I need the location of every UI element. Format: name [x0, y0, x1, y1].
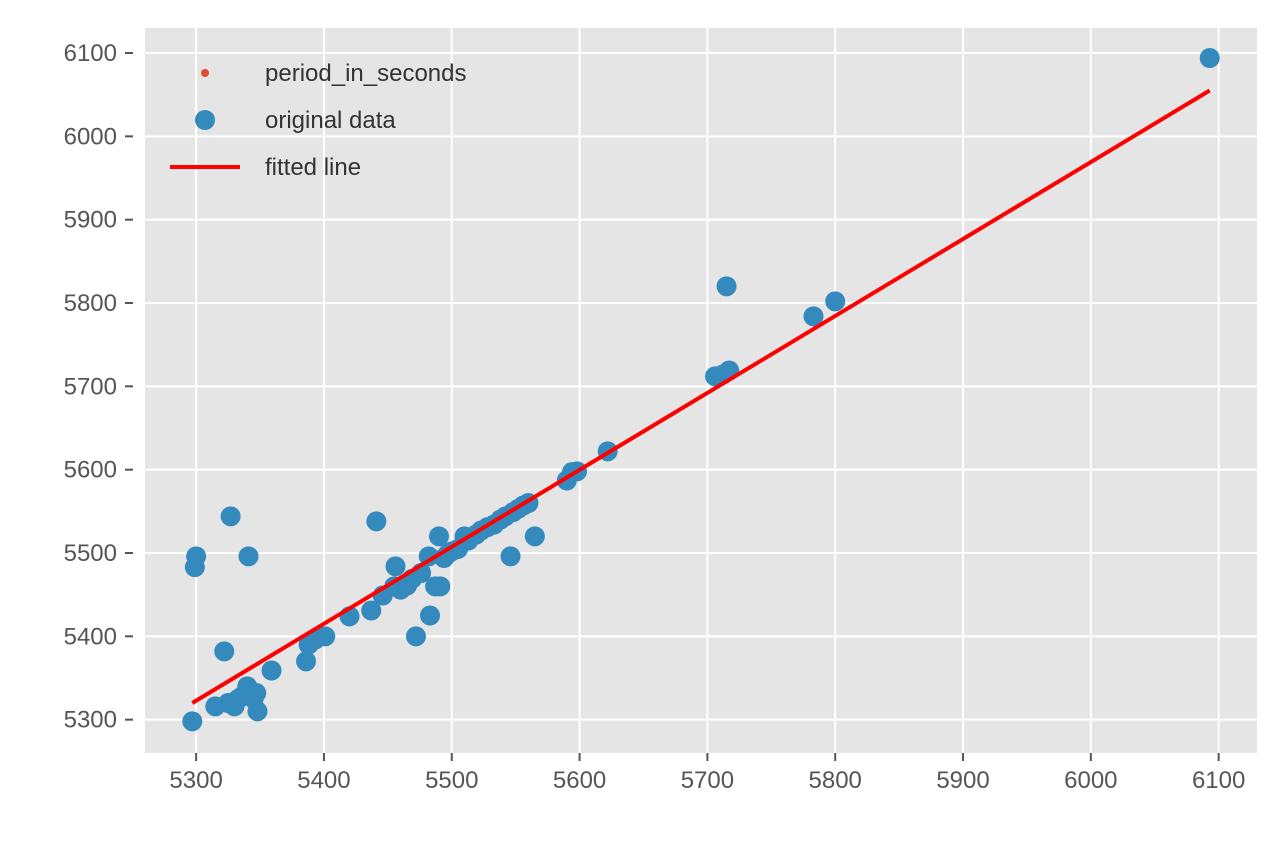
y-tick-label: 6100 [64, 40, 117, 67]
y-tick-label: 6000 [64, 123, 117, 150]
data-point [524, 526, 545, 547]
fitted-line [191, 88, 1211, 705]
data-point [405, 626, 426, 647]
x-tick-label: 6100 [1192, 767, 1245, 794]
x-tick-label: 5600 [553, 767, 606, 794]
data-point [385, 556, 406, 577]
fitted-line-layer [191, 88, 1211, 705]
y-tick-label: 5600 [64, 457, 117, 484]
data-point [296, 651, 317, 672]
data-point [1199, 48, 1220, 68]
y-tick-label: 5800 [64, 290, 117, 317]
y-tick-label: 5900 [64, 207, 117, 234]
data-points [182, 48, 1220, 732]
legend-label: original data [265, 107, 396, 134]
data-point [261, 660, 282, 681]
data-point [315, 626, 336, 647]
x-tick-label: 5800 [809, 767, 862, 794]
legend-label: fitted line [265, 154, 361, 181]
legend: period_in_seconds original data fitted lin… [170, 60, 466, 181]
data-point [420, 605, 441, 626]
data-point [182, 711, 203, 732]
data-point [238, 546, 259, 567]
axis-ticks: 5300 5400 5500 5600 5700 5800 5900 6000 6100 5300… [64, 40, 1246, 794]
data-point [500, 546, 521, 567]
y-tick-label: 5700 [64, 373, 117, 400]
data-point [428, 526, 449, 547]
x-tick-label: 5500 [425, 767, 478, 794]
x-tick-label: 5900 [936, 767, 989, 794]
data-point [246, 683, 267, 703]
y-tick-label: 5500 [64, 540, 117, 567]
grid [145, 28, 1257, 753]
x-tick-label: 5400 [297, 767, 350, 794]
legend-marker-dot [195, 110, 215, 130]
data-point [430, 576, 451, 597]
data-point [825, 291, 846, 312]
y-tick-label: 5400 [64, 623, 117, 650]
y-tick-label: 5300 [64, 707, 117, 734]
data-point [220, 506, 241, 527]
legend-marker-small-dot [201, 69, 209, 77]
data-point [361, 600, 382, 621]
x-tick-label: 5700 [681, 767, 734, 794]
data-point [186, 546, 207, 567]
data-point [247, 701, 268, 722]
data-point [716, 276, 737, 297]
legend-label: period_in_seconds [265, 60, 466, 87]
data-point [366, 511, 387, 532]
data-point [803, 306, 824, 327]
x-tick-label: 6000 [1064, 767, 1117, 794]
x-tick-label: 5300 [169, 767, 222, 794]
data-point [214, 641, 235, 662]
